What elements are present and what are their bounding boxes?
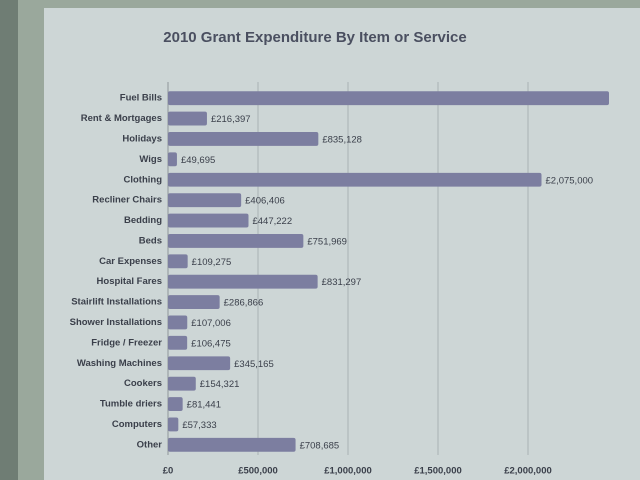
bar <box>168 376 196 391</box>
y-tick-label: Car Expenses <box>99 256 162 267</box>
y-tick-label: Shower Installations <box>70 317 162 328</box>
value-label: £835,128 <box>322 134 362 145</box>
value-label: £109,275 <box>192 257 232 268</box>
chart-title: 2010 Grant Expenditure By Item or Servic… <box>163 29 466 46</box>
y-tick-label: Beds <box>139 235 162 246</box>
value-label: £708,685 <box>300 440 340 451</box>
value-label: £2,075,000 <box>546 175 594 186</box>
bar <box>168 193 242 208</box>
y-tick-label: Holidays <box>122 133 162 144</box>
value-label: £57,333 <box>182 420 216 431</box>
y-tick-label: Fuel Bills <box>120 93 162 104</box>
bar <box>168 397 183 411</box>
value-label: £447,222 <box>252 216 292 227</box>
bar <box>168 152 177 167</box>
bar <box>168 335 188 350</box>
bar <box>168 172 542 187</box>
y-tick-label: Recliner Chairs <box>92 195 162 206</box>
bar <box>168 417 179 432</box>
value-label: £49,695 <box>181 155 215 166</box>
value-label: £831,297 <box>322 277 362 288</box>
bar <box>168 437 296 452</box>
value-label: £286,866 <box>224 298 264 309</box>
bar <box>168 111 207 126</box>
bar <box>168 132 319 146</box>
value-label: £751,969 <box>307 236 347 247</box>
value-label: £106,475 <box>191 338 231 349</box>
bar <box>168 295 220 310</box>
y-tick-label: Clothing <box>123 174 162 185</box>
bar <box>168 356 231 371</box>
value-label: £154,321 <box>200 379 240 390</box>
value-label: £216,397 <box>211 114 251 125</box>
x-tick-label: £2,000,000 <box>504 466 552 477</box>
y-tick-label: Bedding <box>124 215 162 226</box>
x-tick-label: £0 <box>163 466 174 477</box>
x-tick-label: £500,000 <box>238 466 278 477</box>
y-tick-label: Hospital Fares <box>97 276 162 287</box>
y-tick-label: Cookers <box>124 378 162 389</box>
x-tick-label: £1,000,000 <box>324 466 372 477</box>
bar <box>168 91 609 106</box>
bar <box>168 233 304 248</box>
bar <box>168 315 188 330</box>
bar <box>168 274 318 289</box>
projection-screen <box>44 8 640 480</box>
y-tick-label: Washing Machines <box>77 358 162 369</box>
bar <box>168 254 188 269</box>
y-tick-label: Rent & Mortgages <box>81 113 162 124</box>
y-tick-label: Computers <box>112 419 162 430</box>
bar <box>168 213 249 228</box>
value-label: £345,165 <box>234 359 274 370</box>
y-tick-label: Other <box>137 439 163 450</box>
y-tick-label: Tumble driers <box>100 399 162 410</box>
value-label: £81,441 <box>187 400 221 411</box>
value-label: £107,006 <box>191 318 231 329</box>
y-tick-label: Wigs <box>139 154 162 165</box>
x-tick-label: £1,500,000 <box>414 466 462 477</box>
y-tick-label: Stairlift Installations <box>71 297 162 308</box>
value-label: £406,406 <box>245 196 285 207</box>
y-tick-label: Fridge / Freezer <box>91 337 162 348</box>
